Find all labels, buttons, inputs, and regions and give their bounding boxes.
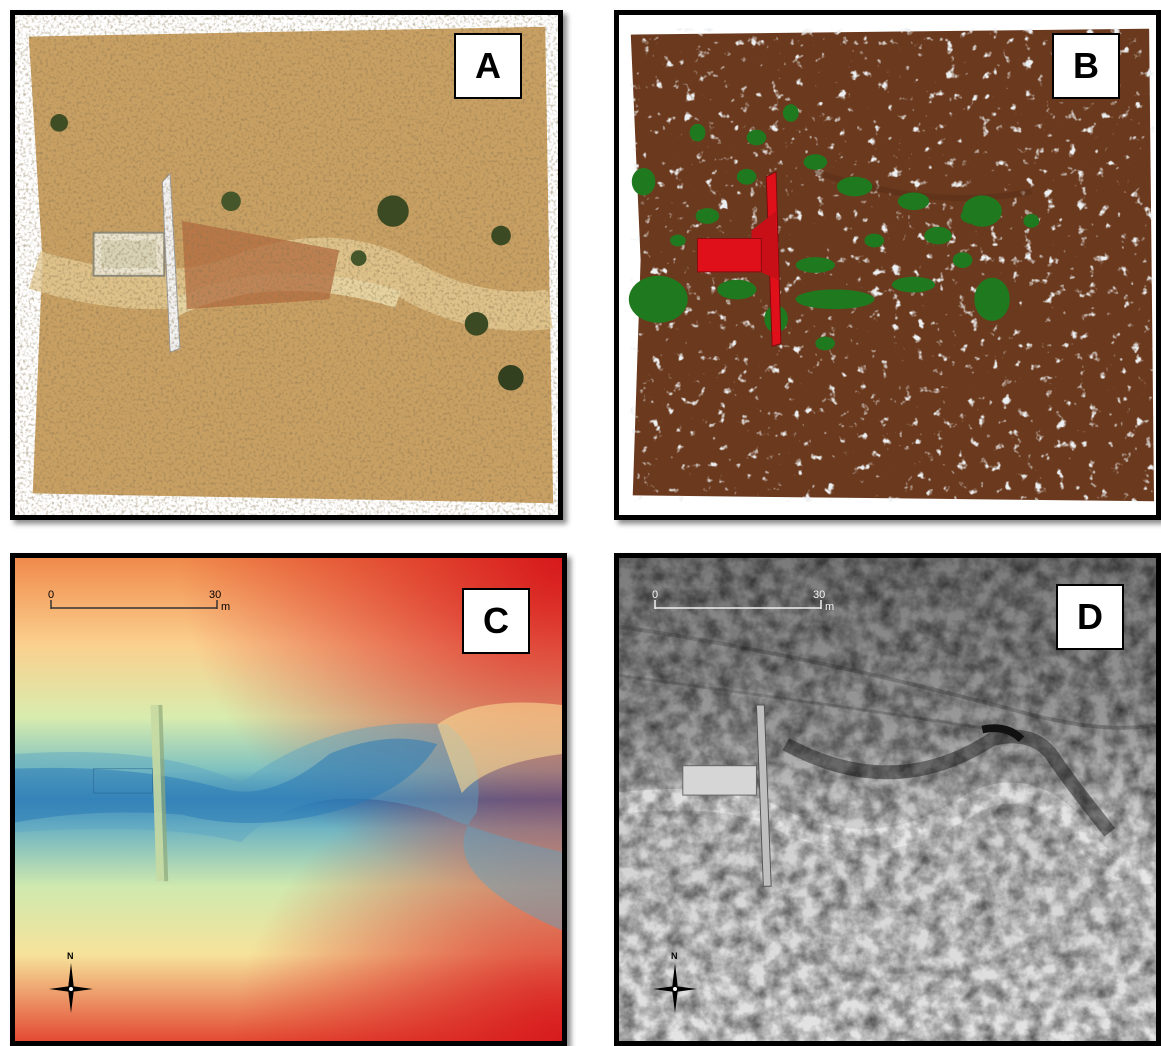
scalebar-unit: m <box>825 601 834 613</box>
panel-d-hillshade: 0 30 m N D <box>614 553 1161 1046</box>
panel-label-d: D <box>1056 584 1124 650</box>
scalebar: 0 30 m <box>651 586 836 616</box>
scalebar-end: 30 <box>813 589 825 601</box>
panel-c-elevation-model: 0 30 m N C <box>10 553 567 1046</box>
scalebar: 0 30 m <box>47 586 232 616</box>
scalebar-start: 0 <box>48 589 54 601</box>
north-label: N <box>671 951 678 961</box>
point-cloud-map <box>619 15 1156 515</box>
panel-label-a: A <box>454 33 522 99</box>
panel-label-c: C <box>462 588 530 654</box>
north-arrow-icon: N <box>649 949 705 1013</box>
scalebar-start: 0 <box>652 589 658 601</box>
panel-a-orthophoto: A <box>10 10 563 520</box>
north-arrow-icon: N <box>45 949 101 1013</box>
north-label: N <box>67 951 74 961</box>
structure-dam <box>697 171 782 348</box>
panel-label-b: B <box>1052 33 1120 99</box>
scalebar-unit: m <box>221 601 230 613</box>
panel-b-point-cloud: B <box>614 10 1161 520</box>
scalebar-end: 30 <box>209 589 221 601</box>
